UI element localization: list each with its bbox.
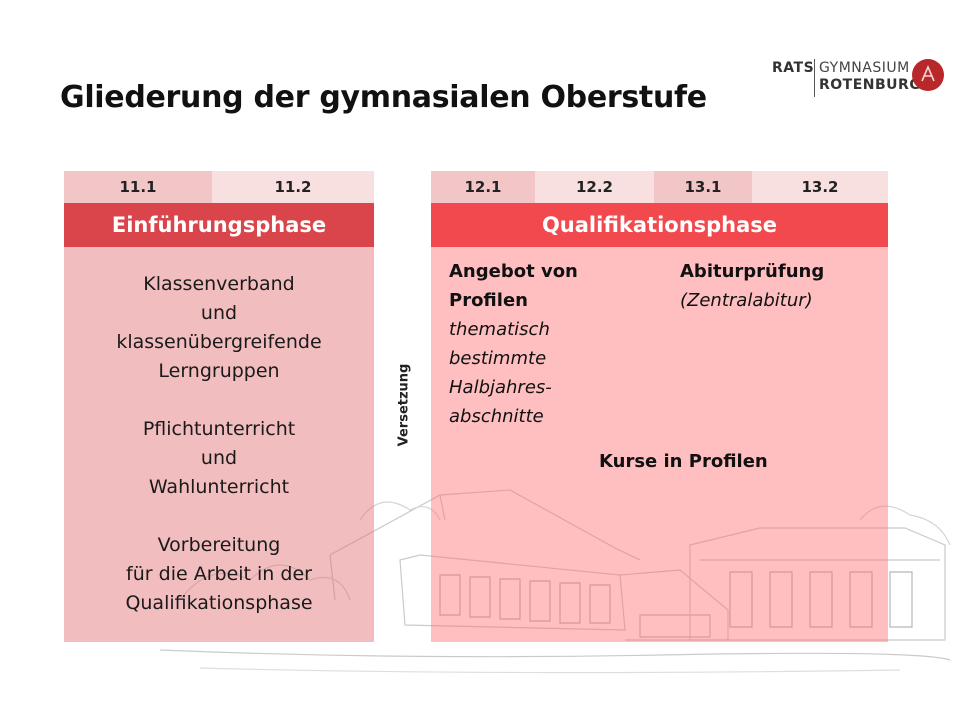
logo-rotenburg-text: ROTENBURG bbox=[819, 77, 922, 93]
intro-line: Pflichtunterricht bbox=[142, 418, 296, 440]
logo-gymnasium-text: GYMNASIUM bbox=[819, 60, 910, 76]
semester-13-1: 13.1 bbox=[654, 171, 752, 203]
intro-line: Wahlunterricht bbox=[148, 476, 290, 498]
profiles-heading-line: Angebot von bbox=[449, 261, 578, 282]
semester-13-2: 13.2 bbox=[752, 171, 888, 203]
intro-line: Qualifikationsphase bbox=[125, 592, 313, 614]
logo-divider bbox=[814, 59, 815, 97]
page-title: Gliederung der gymnasialen Oberstufe bbox=[60, 80, 707, 115]
qualification-phase-body bbox=[431, 247, 888, 642]
intro-block-unterricht: Pflichtunterricht und Wahlunterricht bbox=[64, 415, 374, 502]
profiles-note-line: abschnitte bbox=[449, 406, 544, 427]
intro-line: für die Arbeit in der bbox=[126, 563, 312, 585]
intro-phase-banner: Einführungsphase bbox=[64, 203, 374, 247]
profiles-heading: Angebot von Profilen bbox=[449, 257, 578, 315]
profiles-note: thematisch bestimmte Halbjahres- abschni… bbox=[449, 315, 552, 431]
intro-line: und bbox=[200, 447, 238, 469]
intro-line: Klassenverband bbox=[143, 273, 295, 295]
intro-line: und bbox=[200, 302, 238, 324]
profiles-note-line: Halbjahres- bbox=[449, 377, 552, 398]
semester-12-1: 12.1 bbox=[431, 171, 535, 203]
semester-11-1: 11.1 bbox=[64, 171, 212, 203]
profiles-note-line: bestimmte bbox=[449, 348, 547, 369]
intro-line: Vorbereitung bbox=[157, 534, 281, 556]
intro-phase-body bbox=[64, 247, 374, 642]
exam-note: (Zentralabitur) bbox=[680, 290, 813, 311]
intro-line: klassenübergreifende bbox=[116, 331, 322, 353]
exam-heading: Abiturprüfung bbox=[680, 261, 825, 282]
qualification-phase-banner: Qualifikationsphase bbox=[431, 203, 888, 247]
intro-line: Lerngruppen bbox=[158, 360, 280, 382]
intro-block-vorbereitung: Vorbereitung für die Arbeit in der Quali… bbox=[64, 531, 374, 618]
semester-12-2: 12.2 bbox=[535, 171, 654, 203]
logo-rats-text: RATS bbox=[772, 60, 815, 76]
profiles-heading-line: Profilen bbox=[449, 290, 528, 311]
versetzung-label: Versetzung bbox=[396, 363, 412, 447]
intro-block-lerngruppen: Klassenverband und klassenübergreifende … bbox=[64, 270, 374, 386]
semester-11-2: 11.2 bbox=[212, 171, 374, 203]
logo-seal-icon bbox=[912, 59, 944, 91]
courses-label: Kurse in Profilen bbox=[599, 451, 768, 472]
profiles-note-line: thematisch bbox=[449, 319, 550, 340]
